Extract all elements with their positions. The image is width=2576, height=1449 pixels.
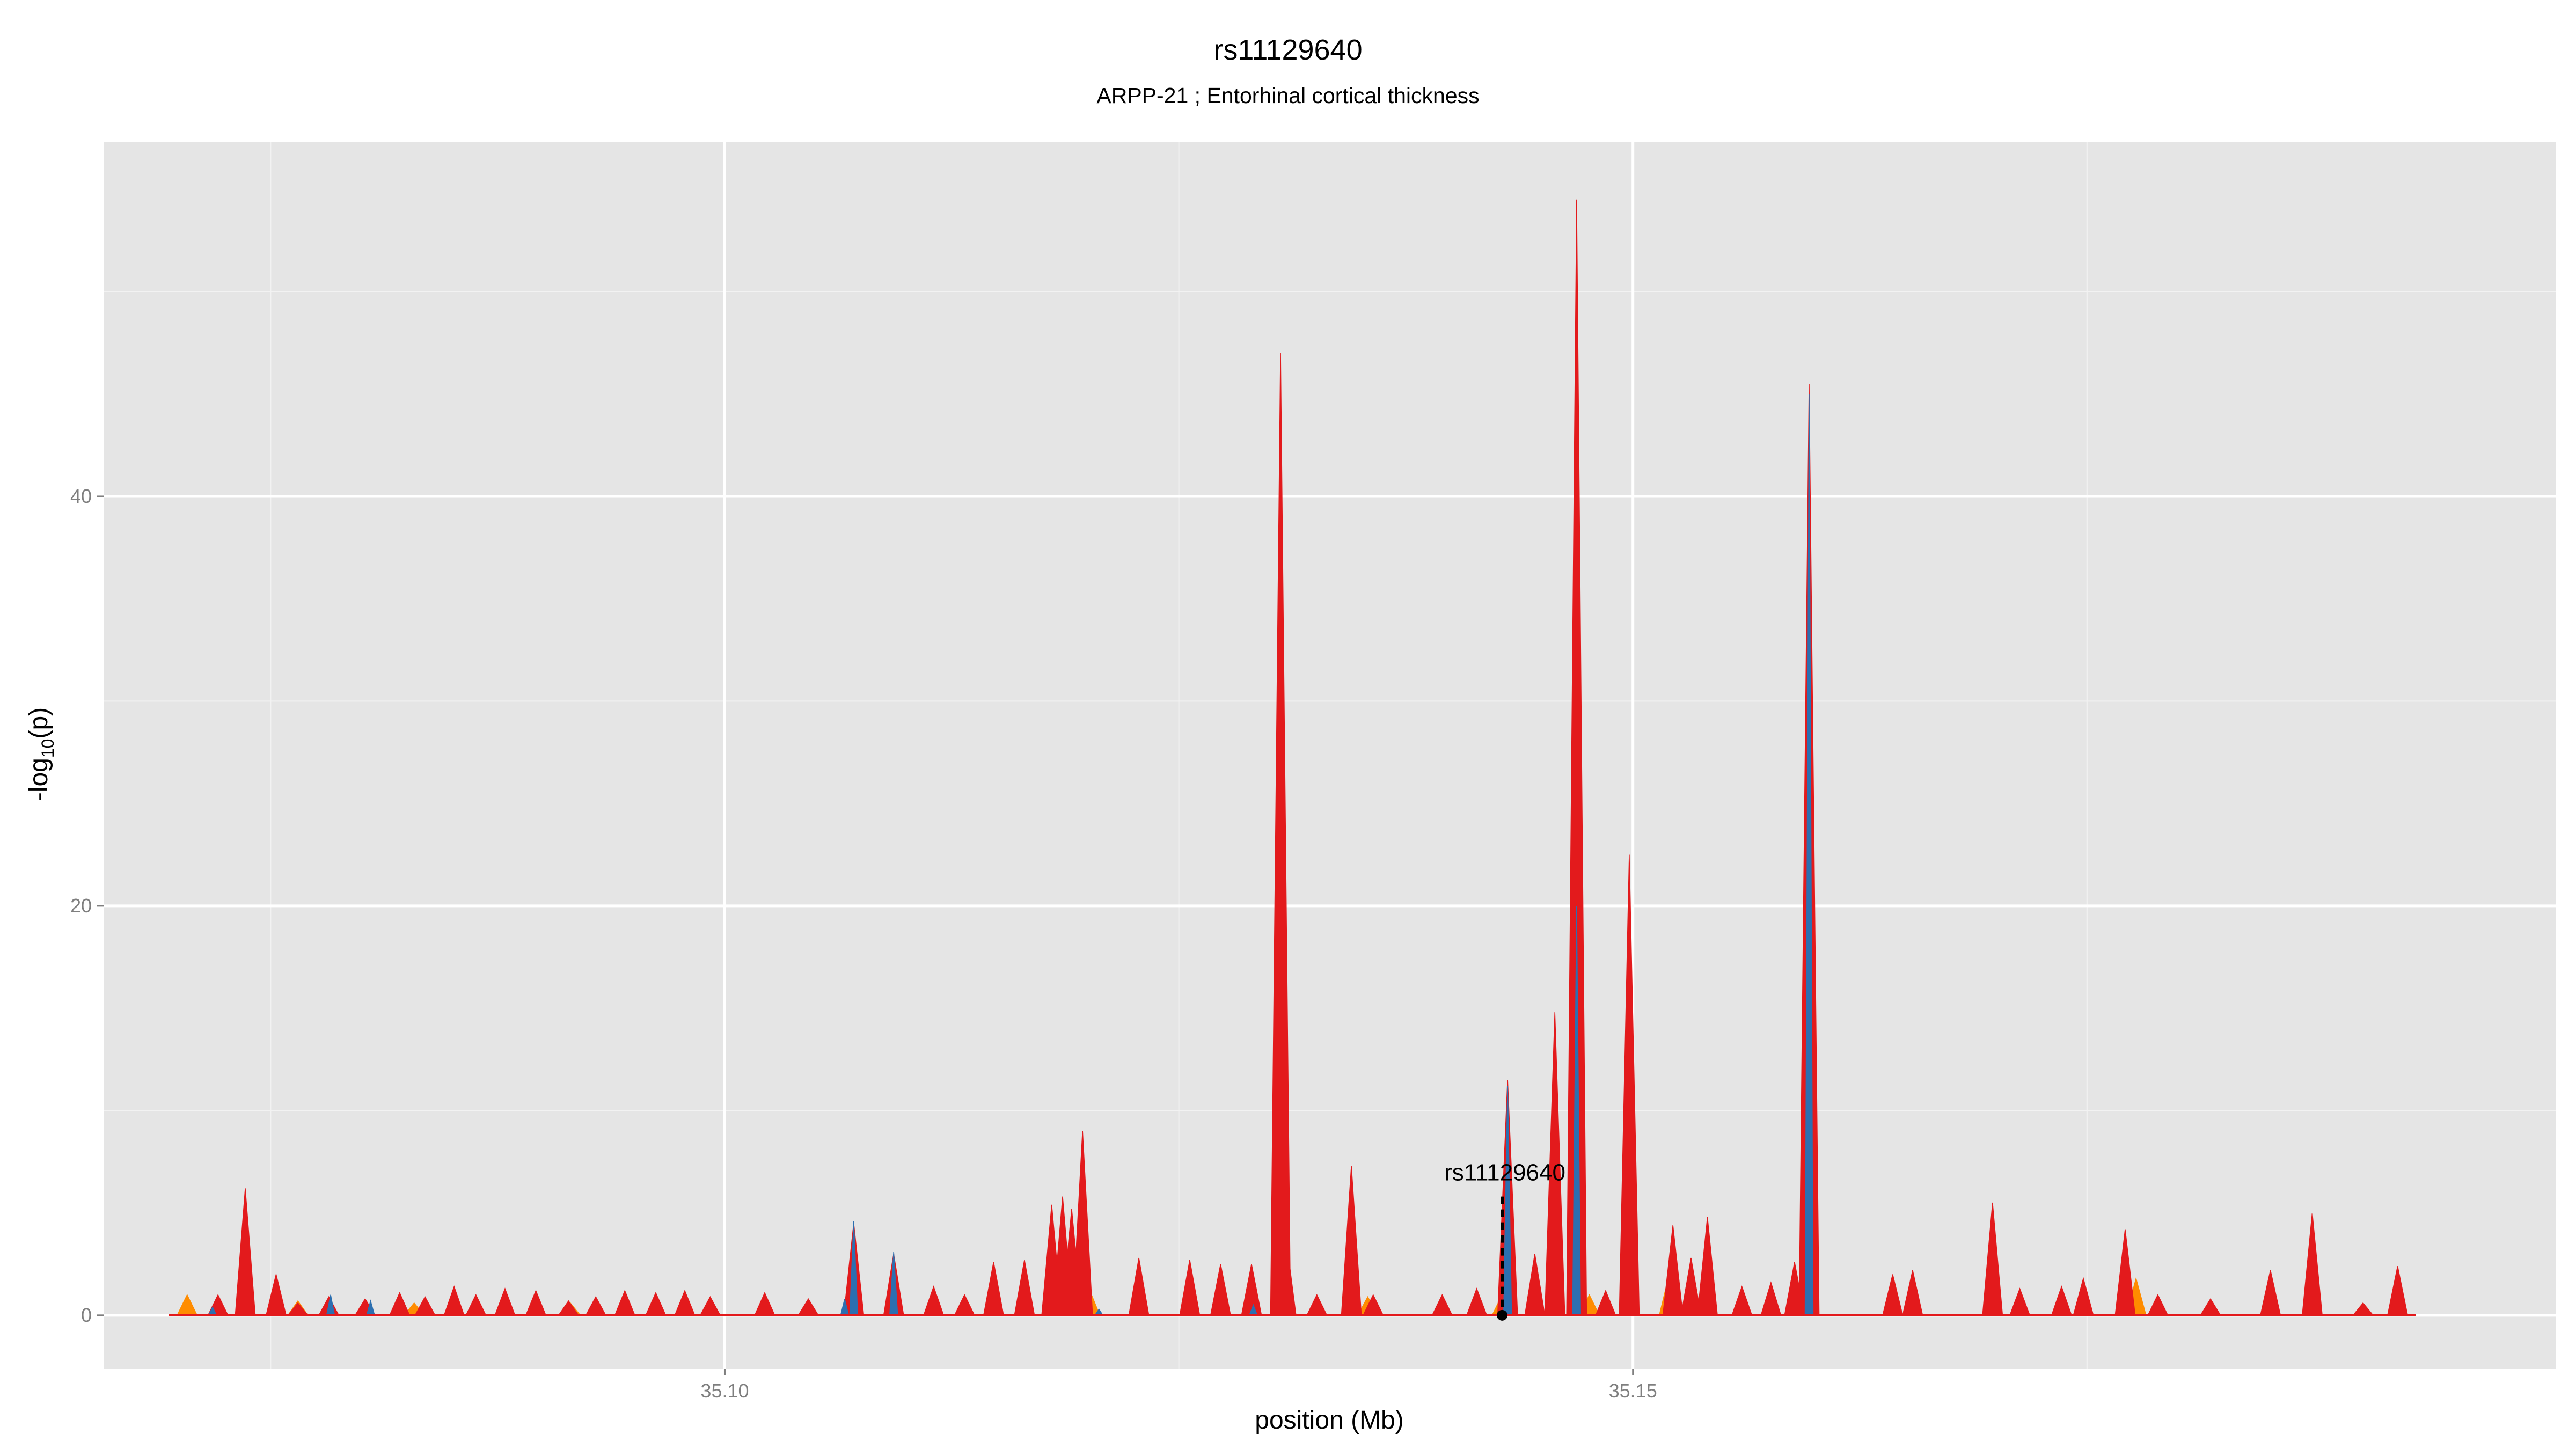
x-axis-label: position (Mb) xyxy=(1255,1406,1403,1435)
plot-panel xyxy=(104,142,2556,1368)
x-tick-label: 35.10 xyxy=(700,1380,749,1402)
y-tick-label: 20 xyxy=(70,895,92,917)
axes: 35.10 35.15 0 20 40 xyxy=(70,485,1657,1402)
x-tick-label: 35.15 xyxy=(1609,1380,1657,1402)
signal-areas xyxy=(169,199,2416,1316)
highlight-annotation: rs11129640 xyxy=(1444,1160,1565,1321)
grid-minor xyxy=(104,142,2556,1368)
highlight-label: rs11129640 xyxy=(1444,1160,1565,1186)
chart-title: rs11129640 xyxy=(1213,34,1363,66)
y-tick-label: 0 xyxy=(81,1304,92,1326)
y-axis-label: -log10(p) xyxy=(25,707,57,801)
y-tick-label: 40 xyxy=(70,485,92,507)
highlight-point xyxy=(1497,1309,1508,1321)
chart-subtitle: ARPP-21 ; Entorhinal cortical thickness xyxy=(1096,83,1480,108)
